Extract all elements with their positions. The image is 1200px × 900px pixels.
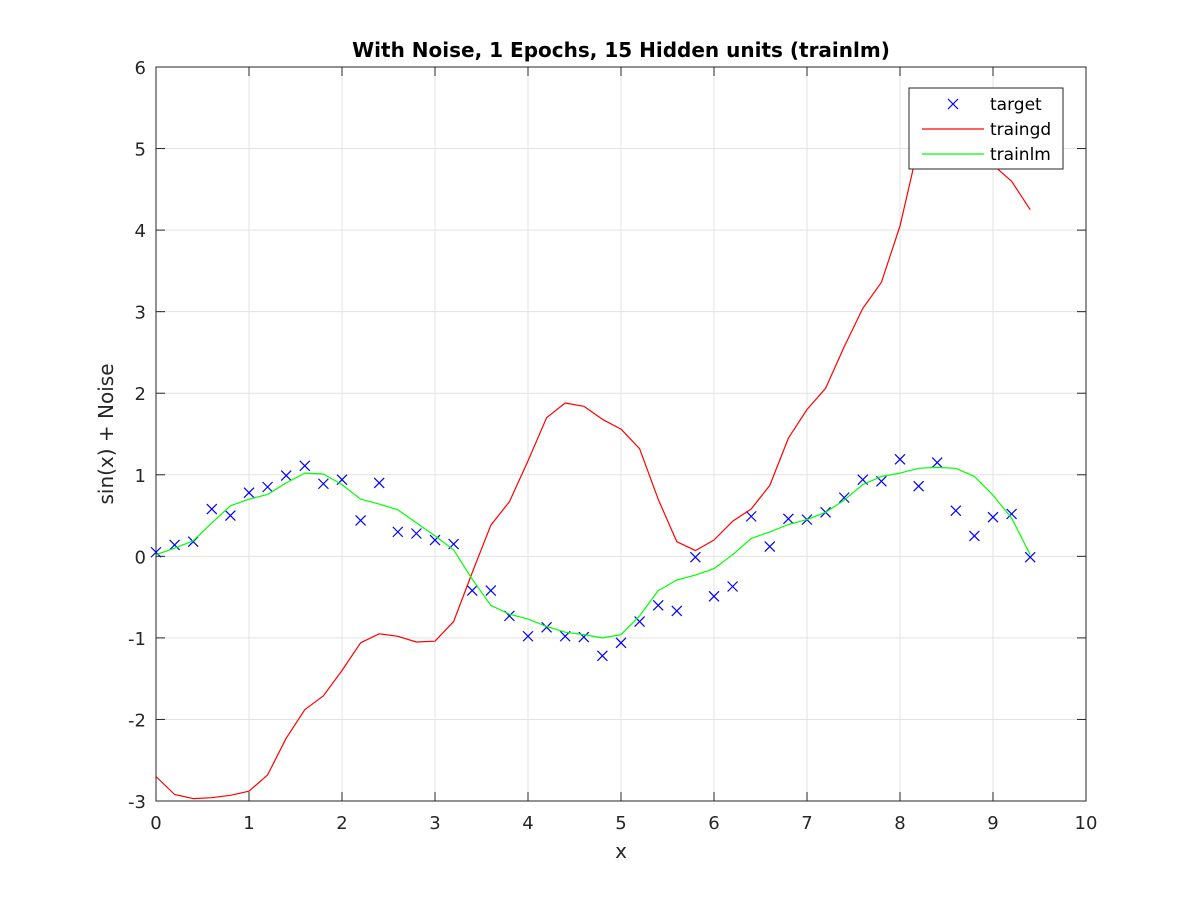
- y-tick-label: -1: [128, 629, 146, 650]
- target-point: [224, 510, 236, 521]
- target-point: [541, 621, 553, 633]
- target-point: [206, 503, 218, 515]
- x-axis-label: x: [615, 839, 627, 863]
- x-tick-label: 7: [801, 813, 812, 834]
- y-axis-label: sin(x) + Noise: [94, 363, 118, 504]
- axis-ticks: 0 1 2 3 4 5 6 7 8 9 10 -3 -2 -1 0 1 2 3 4 5 6: [128, 58, 1097, 834]
- y-tick-label: 3: [135, 303, 146, 324]
- target-point: [968, 530, 980, 542]
- target-point: [671, 605, 683, 617]
- target-point: [782, 513, 794, 525]
- target-point: [355, 515, 367, 526]
- x-tick-label: 2: [336, 813, 347, 834]
- target-point: [466, 585, 478, 597]
- target-point: [262, 481, 274, 493]
- legend-label-traingd: traingd: [990, 120, 1051, 140]
- target-point: [913, 480, 925, 492]
- x-tick-label: 4: [522, 813, 533, 834]
- legend-label-trainlm: trainlm: [990, 145, 1051, 165]
- target-point: [169, 539, 181, 551]
- y-tick-label: -2: [128, 710, 146, 731]
- target-point: [243, 487, 255, 499]
- y-tick-label: -3: [128, 792, 146, 813]
- target-point: [894, 453, 906, 465]
- target-point: [1006, 508, 1018, 520]
- target-point: [931, 457, 943, 468]
- target-point: [429, 534, 441, 546]
- x-tick-label: 6: [708, 813, 719, 834]
- target-point: [764, 541, 776, 552]
- target-point: [745, 510, 757, 522]
- series-line-trainlm: [155, 466, 1031, 639]
- target-point: [392, 526, 404, 538]
- target-point: [299, 460, 311, 472]
- target-point: [634, 616, 646, 628]
- x-tick-label: 10: [1075, 813, 1098, 834]
- target-point: [689, 551, 701, 563]
- x-tick-label: 0: [150, 813, 161, 834]
- target-point: [485, 585, 497, 597]
- target-point: [727, 581, 739, 592]
- series-line-traingd: [155, 141, 1031, 800]
- target-point: [1024, 551, 1036, 563]
- target-point: [280, 470, 292, 482]
- legend-swatch-target: [947, 98, 959, 110]
- y-tick-label: 5: [135, 140, 146, 161]
- target-point: [373, 477, 385, 489]
- y-tick-label: 6: [135, 58, 146, 79]
- y-tick-label: 1: [135, 466, 146, 487]
- target-point: [652, 599, 664, 611]
- x-tick-label: 5: [615, 813, 626, 834]
- target-point: [987, 511, 999, 523]
- legend-label-target: target: [990, 95, 1042, 115]
- chart-title: With Noise, 1 Epochs, 15 Hidden units (t…: [352, 38, 890, 62]
- series-layer: [150, 141, 1036, 800]
- x-tick-label: 8: [894, 813, 905, 834]
- target-point: [410, 528, 422, 539]
- y-tick-label: 0: [135, 547, 146, 568]
- legend: target traingd trainlm: [908, 87, 1064, 170]
- x-tick-label: 1: [243, 813, 254, 834]
- y-tick-label: 2: [135, 384, 146, 405]
- target-point: [838, 492, 850, 504]
- target-point: [522, 630, 534, 642]
- x-tick-label: 9: [987, 813, 998, 834]
- target-point: [950, 505, 962, 517]
- y-tick-label: 4: [135, 221, 146, 242]
- target-point: [615, 637, 627, 649]
- target-point: [708, 590, 720, 602]
- x-tick-label: 3: [429, 813, 440, 834]
- target-point: [596, 650, 608, 662]
- target-point: [317, 478, 329, 490]
